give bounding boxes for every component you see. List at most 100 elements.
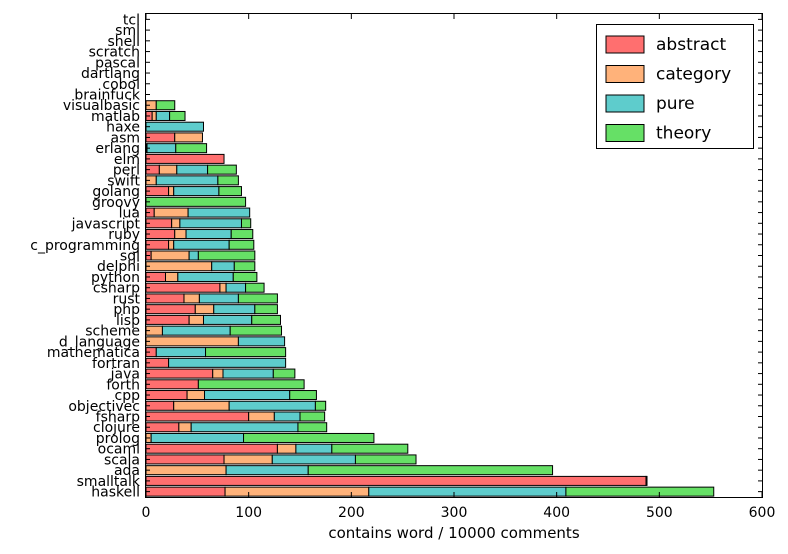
bar-clojure-pure [190, 422, 299, 433]
bar-fortran-pure [168, 357, 287, 368]
plot-frame [145, 13, 763, 498]
bar-cpp-category [186, 390, 206, 401]
bar-scala-pure [271, 454, 356, 465]
bar-golang-theory [218, 186, 242, 197]
y-tick-label-elm: elm [114, 152, 140, 168]
bar-prolog-pure [150, 432, 245, 443]
bar-scala-theory [354, 454, 417, 465]
bar-cpp-theory [289, 390, 317, 401]
bar-php-category [194, 304, 215, 315]
bar-python-category [165, 271, 179, 282]
bar-ruby-theory [230, 229, 254, 240]
bar-ada-pure [225, 465, 309, 476]
y-tick-label-scheme: scheme [85, 324, 140, 340]
bar-php-abstract [145, 304, 196, 315]
x-tick-label-300: 300 [441, 505, 468, 521]
bar-ruby-category [174, 229, 187, 240]
bar-lisp-theory [251, 314, 281, 325]
bar-swift-theory [217, 175, 239, 186]
bar-swift-pure [155, 175, 219, 186]
bar-javascript-pure [179, 218, 242, 229]
bar-visualbasic-theory [155, 100, 176, 111]
bar-rust-abstract [145, 293, 185, 304]
bar-objectivec-abstract [145, 400, 175, 411]
bar-csharp-category [219, 282, 227, 293]
y-tick-label-clojure: clojure [93, 420, 140, 436]
bar-lisp-category [188, 314, 204, 325]
ticks-layer [145, 14, 763, 497]
bar-objectivec-category [173, 400, 230, 411]
y-tick-label-sql: sql [120, 249, 140, 265]
y-tick-label-python: python [91, 270, 140, 286]
y-tick-label-sml: sml [115, 23, 140, 39]
x-tick-label-500: 500 [646, 505, 673, 521]
bar-matlab-pure [155, 110, 171, 121]
x-tick-label-100: 100 [235, 505, 262, 521]
bar-haskell-abstract [145, 486, 226, 497]
bar-clojure-abstract [145, 422, 180, 433]
bar-cpp-abstract [145, 390, 188, 401]
bar-java-pure [222, 368, 274, 379]
legend-label-pure: pure [656, 94, 695, 114]
y-tick-label-shell: shell [107, 34, 140, 50]
bar-perl-pure [176, 164, 209, 175]
legend-swatch-abstract [605, 35, 645, 54]
bar-sql-theory [197, 250, 256, 261]
bar-fsharp-category [248, 411, 275, 422]
bar-scala-abstract [145, 454, 225, 465]
y-tick-label-lua: lua [119, 206, 140, 222]
bar-forth-theory [197, 379, 305, 390]
bar-delphi-category [145, 261, 213, 272]
bar-sql-pure [188, 250, 199, 261]
bar-clojure-category [178, 422, 192, 433]
bar-lua-category [153, 207, 189, 218]
bar-c_programming-pure [173, 239, 230, 250]
bar-asm-category [174, 132, 203, 143]
y-tick-label-cpp: cpp [115, 388, 141, 404]
y-tick-label-ocaml: ocaml [98, 442, 140, 458]
y-tick-label-java: java [110, 367, 140, 383]
bar-ocaml-abstract [145, 443, 278, 454]
y-tick-label-php: php [113, 302, 140, 318]
bar-python-theory [232, 271, 258, 282]
x-tick-label-0: 0 [142, 505, 151, 521]
bar-mathematica-pure [155, 347, 207, 358]
y-tick-label-haskell: haskell [91, 485, 140, 501]
bar-perl-category [158, 164, 178, 175]
bar-lisp-pure [202, 314, 253, 325]
bar-smalltalk-category [645, 475, 648, 486]
y-tick-label-tcl: tcl [123, 12, 140, 28]
x-tick-label-200: 200 [338, 505, 365, 521]
bar-haskell-category [224, 486, 370, 497]
y-tick-label-ada: ada [114, 463, 140, 479]
bar-ocaml-theory [331, 443, 409, 454]
bar-java-theory [272, 368, 296, 379]
x-tick-label-400: 400 [543, 505, 570, 521]
bar-objectivec-theory [314, 400, 327, 411]
y-tick-label-scratch: scratch [89, 45, 140, 61]
bar-c_programming-theory [228, 239, 255, 250]
y-tick-label-smalltalk: smalltalk [77, 474, 141, 490]
bar-ada-theory [307, 465, 554, 476]
y-tick-label-swift: swift [107, 173, 140, 189]
bars-layer [145, 100, 715, 497]
bar-smalltalk-abstract [145, 475, 647, 486]
bar-csharp-theory [245, 282, 265, 293]
bar-scheme-pure [161, 325, 231, 336]
bar-javascript-category [171, 218, 181, 229]
bar-cpp-pure [204, 390, 291, 401]
bar-php-theory [254, 304, 278, 315]
legend-label-abstract: abstract [656, 35, 726, 55]
bar-prolog-theory [243, 432, 375, 443]
bar-matlab-theory [169, 110, 186, 121]
bar-golang-pure [173, 186, 220, 197]
bar-matlab-category [151, 110, 157, 121]
legend-label-theory: theory [656, 124, 711, 144]
bar-asm-abstract [145, 132, 176, 143]
bar-scheme-theory [229, 325, 283, 336]
bar-erlang-theory [175, 143, 208, 154]
bar-delphi-theory [233, 261, 256, 272]
bar-ada-category [145, 465, 227, 476]
y-tick-label-perl: perl [113, 163, 140, 179]
y-tick-label-objectivec: objectivec [68, 399, 140, 415]
